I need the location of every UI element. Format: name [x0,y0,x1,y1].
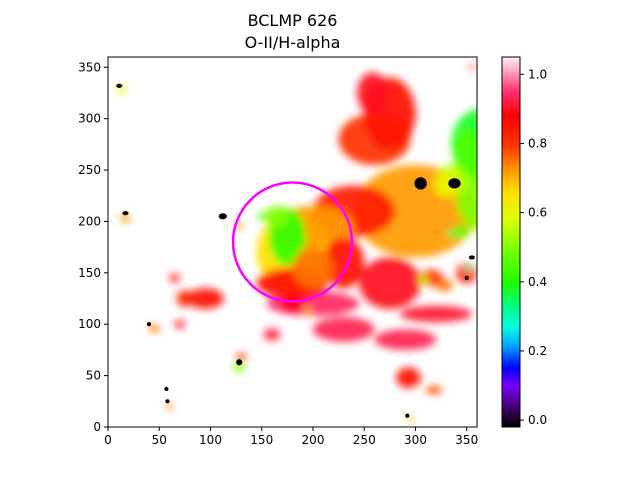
masked-region [122,211,129,216]
x-tick-label: 300 [404,433,427,447]
colorbar-tick-label: 0.4 [528,275,547,289]
heatmap-region [120,214,131,223]
heatmap-region [303,306,312,315]
heatmap-region [176,290,194,307]
aperture-circle [231,181,354,303]
colorbar-ticks: 0.0 0.2 0.4 0.6 0.8 1.0 [520,67,547,427]
y-tick-label: 350 [78,60,101,74]
x-tick-label: 0 [104,433,112,447]
masked-region [165,399,170,404]
heatmap-region [169,273,180,283]
heatmap-region [447,229,456,238]
heatmap-region [282,295,303,312]
x-tick-label: 250 [353,433,376,447]
y-tick-label: 150 [78,266,101,280]
heatmap-region [425,385,443,395]
heatmap-region [323,236,365,289]
x-tick-label: 150 [250,433,273,447]
y-tick-label: 50 [86,369,101,383]
x-tick-label: 200 [302,433,325,447]
chart-title: BCLMP 626 [247,11,338,30]
x-tick-label: 50 [152,433,167,447]
heatmap-region [400,305,472,323]
y-tick-label: 100 [78,317,101,331]
heatmap-region [186,288,224,309]
masked-region [116,83,123,88]
x-axis-ticks: 0 50 100 150 200 250 300 350 [104,427,478,447]
colorbar-tick-label: 1.0 [528,67,547,81]
heatmap-region [292,247,334,289]
masked-region [464,275,469,281]
heatmap-region [174,320,185,329]
plot-frame [107,56,478,428]
x-tick-label: 350 [455,433,478,447]
masked-region [414,177,427,190]
heatmap-region [263,328,281,341]
heatmap-region [234,362,245,373]
masked-region [448,178,461,189]
colorbar-tick-label: 0.8 [528,136,547,150]
y-tick-label: 200 [78,214,101,228]
heatmap-region [359,257,421,309]
y-tick-label: 300 [78,112,101,126]
heatmap-region [313,317,375,342]
masked-pixels-layer [116,83,475,418]
heatmap-region [464,263,473,272]
y-tick-label: 250 [78,163,101,177]
heatmap-region [454,128,477,181]
heatmap-region [166,403,173,410]
colorbar-tick-label: 0.2 [528,344,547,358]
heatmap-region [257,212,266,221]
heatmap-region [235,223,244,230]
chart-subtitle: O-II/H-alpha [244,33,341,52]
colorbar [501,56,521,428]
colorbar-tick-label: 0.6 [528,206,547,220]
heatmap-region [418,275,429,285]
heatmap-layer [117,65,477,422]
masked-region [164,386,169,392]
y-tick-label: 0 [93,420,101,434]
masked-region [236,359,243,366]
heatmap-region [436,279,453,292]
colorbar-tick-label: 0.0 [528,413,547,427]
masked-region [468,255,475,260]
masked-region [218,213,227,220]
heatmap-region [453,225,470,238]
heatmap-region [236,353,247,362]
masked-region [405,413,410,418]
heatmap-region [264,206,290,227]
heatmap-region [396,367,421,388]
y-axis-ticks: 0 50 100 150 200 250 300 350 [78,60,108,434]
heatmap-region [374,329,436,350]
masked-region [146,322,152,327]
heatmap-region [407,415,414,422]
heatmap-region [149,324,160,333]
heatmap-region [357,72,388,114]
heatmap-region [468,65,475,70]
x-tick-label: 100 [199,433,222,447]
